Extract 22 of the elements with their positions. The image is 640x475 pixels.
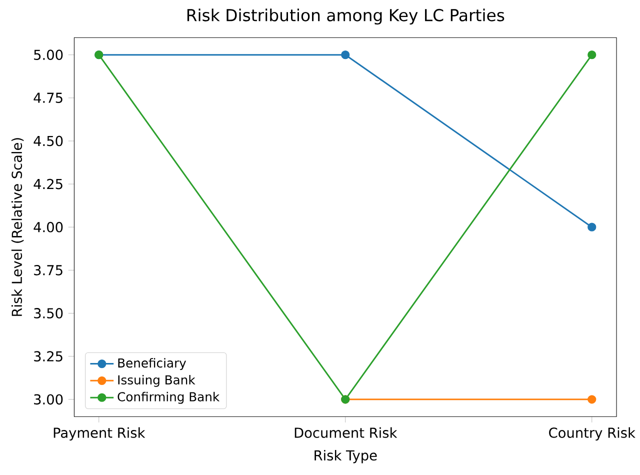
chart-title: Risk Distribution among Key LC Parties	[187, 8, 504, 25]
y-axis-title: Risk Level (Relative Scale)	[11, 138, 24, 316]
y-tick-label: 3.50	[34, 308, 63, 318]
legend-label: Beneficiary	[118, 358, 186, 370]
x-tick-label: Document Risk	[294, 427, 398, 438]
point	[588, 50, 596, 60]
legend-label: Confirming Bank	[118, 392, 220, 404]
legend-label: Issuing Bank	[118, 374, 196, 387]
y-tick-label: 3.75	[34, 264, 62, 276]
point	[588, 395, 596, 404]
y-tick-label: 5.00	[34, 50, 63, 60]
y-tick-label: 4.25	[34, 178, 62, 190]
y-tick-label: 4.75	[34, 92, 62, 103]
y-tick-label: 4.50	[34, 136, 63, 146]
point	[588, 222, 596, 232]
x-tick-label: Payment Risk	[54, 427, 146, 441]
y-tick-label: 3.00	[34, 394, 63, 405]
x-tick-label: Country Risk	[549, 427, 636, 441]
point	[341, 50, 350, 60]
y-tick-label: 4.00	[34, 222, 63, 232]
y-tick-label: 3.25	[34, 351, 62, 362]
x-axis-title: Risk Type	[314, 450, 377, 464]
